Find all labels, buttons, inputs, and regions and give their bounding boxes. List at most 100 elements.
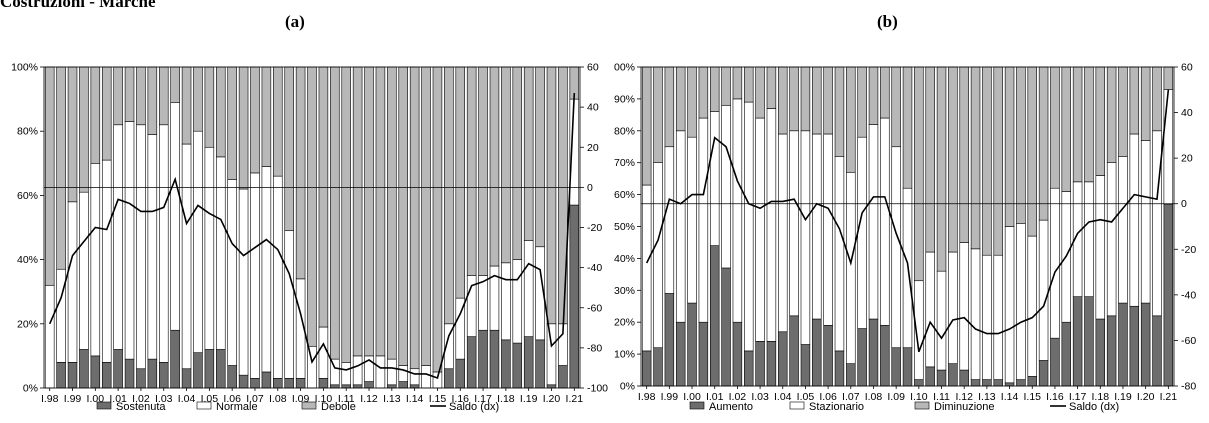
right-tick-label: -60 — [587, 302, 602, 314]
bar-diminuzione-14 — [800, 66, 811, 132]
x-tick-label: I.16 — [451, 393, 469, 405]
bar-debole-41 — [512, 66, 523, 260]
chart-panel-b: 0% 10% 20% 30% 40% 50% 60% 70% 80% 90% 00% -80 -60 -4… — [614, 62, 1196, 414]
bar-debole-16 — [227, 66, 237, 180]
left-tick-label: 60% — [614, 189, 635, 201]
panel-label-b: (b) — [877, 12, 898, 31]
bar-debole-37 — [466, 66, 477, 276]
bar-normale-23 — [307, 345, 317, 389]
right-tick-label: 40 — [587, 102, 599, 114]
bar-stazionario-41 — [1106, 162, 1117, 317]
bar-diminuzione-1 — [653, 66, 663, 163]
bar-debole-45 — [558, 66, 568, 325]
bar-aumento-32 — [1004, 382, 1015, 387]
bar-stazionario-25 — [925, 251, 935, 368]
bar-stazionario-33 — [1016, 223, 1026, 380]
bar-debole-2 — [67, 66, 78, 203]
x-tick-label: I.09 — [887, 391, 905, 403]
bar-debole-18 — [250, 66, 260, 174]
right-tick-label: -20 — [1181, 244, 1196, 256]
bar-debole-4 — [90, 66, 101, 164]
bar-stazionario-32 — [1004, 226, 1015, 384]
bar-normale-38 — [478, 275, 488, 331]
x-tick-label: I.04 — [774, 391, 792, 403]
bar-diminuzione-9 — [744, 66, 754, 103]
x-tick-label: I.20 — [543, 393, 561, 405]
bar-debole-22 — [295, 66, 306, 280]
x-tick-label: I.03 — [751, 391, 769, 403]
left-tick-label: 70% — [614, 157, 635, 169]
bar-sostenuta-3 — [79, 349, 89, 389]
bar-aumento-34 — [1027, 376, 1037, 387]
bar-debole-5 — [101, 66, 112, 161]
left-tick-label: 00% — [614, 62, 635, 74]
bar-diminuzione-2 — [664, 66, 675, 148]
bar-debole-35 — [444, 66, 454, 325]
bar-sostenuta-40 — [501, 339, 511, 389]
bar-debole-14 — [204, 66, 215, 148]
bar-aumento-26 — [936, 369, 947, 387]
bar-sostenuta-25 — [330, 384, 340, 389]
bar-aumento-18 — [846, 363, 856, 387]
bar-aumento-46 — [1163, 203, 1174, 387]
bar-aumento-21 — [880, 325, 890, 387]
bar-diminuzione-21 — [880, 66, 890, 119]
bar-aumento-20 — [868, 318, 879, 387]
bar-aumento-16 — [823, 325, 833, 387]
bar-sostenuta-32 — [409, 384, 420, 389]
bar-debole-33 — [421, 66, 431, 366]
bar-debole-1 — [56, 66, 66, 270]
bar-aumento-36 — [1050, 337, 1060, 387]
bar-diminuzione-5 — [698, 66, 709, 119]
bar-diminuzione-35 — [1038, 66, 1049, 221]
bar-normale-19 — [261, 166, 272, 373]
left-tick-label: 0% — [620, 381, 635, 393]
x-tick-label: I.02 — [132, 393, 150, 405]
bar-aumento-42 — [1118, 302, 1128, 387]
left-tick-label: 100% — [11, 62, 38, 74]
bar-sostenuta-6 — [113, 349, 123, 389]
bar-diminuzione-17 — [834, 66, 845, 157]
x-tick-label: I.08 — [865, 391, 883, 403]
bar-stazionario-30 — [982, 254, 992, 380]
legend-label: Stazionario — [809, 401, 864, 413]
bar-normale-5 — [101, 159, 112, 363]
bar-sostenuta-39 — [489, 329, 500, 389]
bar-aumento-0 — [641, 350, 652, 387]
bar-debole-32 — [409, 66, 420, 370]
x-tick-label: I.11 — [338, 393, 355, 405]
left-tick-label: 40% — [17, 254, 38, 266]
bar-diminuzione-0 — [641, 66, 652, 186]
left-tick-label: 80% — [17, 126, 38, 138]
bar-normale-21 — [284, 230, 294, 379]
bar-normale-24 — [318, 326, 329, 379]
x-tick-label: I.10 — [315, 393, 333, 405]
bar-aumento-14 — [800, 344, 811, 387]
bar-debole-8 — [136, 66, 146, 126]
bar-sostenuta-17 — [238, 374, 249, 389]
bar-normale-31 — [398, 365, 408, 382]
x-tick-label: I.20 — [1137, 391, 1155, 403]
bar-sostenuta-30 — [387, 384, 397, 389]
bar-diminuzione-22 — [891, 66, 901, 148]
bar-diminuzione-31 — [993, 66, 1003, 256]
bar-sostenuta-1 — [56, 362, 66, 389]
bar-sostenuta-42 — [523, 336, 534, 389]
bar-debole-38 — [478, 66, 488, 276]
bar-stazionario-43 — [1129, 133, 1140, 307]
bar-stazionario-45 — [1152, 130, 1162, 317]
legend-swatch — [301, 401, 317, 410]
right-tick-label: 40 — [1181, 107, 1193, 119]
bar-debole-13 — [193, 66, 203, 132]
bar-debole-40 — [501, 66, 511, 264]
bar-aumento-9 — [744, 350, 754, 387]
bar-sostenuta-9 — [147, 358, 158, 389]
bar-sostenuta-26 — [341, 384, 351, 389]
x-tick-label: I.13 — [383, 393, 401, 405]
bar-debole-12 — [181, 66, 192, 145]
legend-swatch — [96, 401, 112, 410]
bar-diminuzione-36 — [1050, 66, 1060, 189]
bar-sostenuta-4 — [90, 355, 101, 389]
bar-aumento-12 — [778, 331, 788, 387]
right-tick-label: 0 — [587, 182, 593, 194]
